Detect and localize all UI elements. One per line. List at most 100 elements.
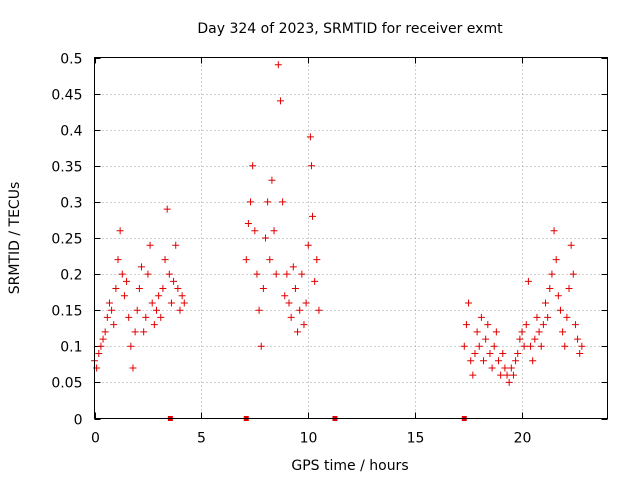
data-point: [257, 342, 265, 350]
data-point: [144, 270, 152, 278]
data-point: [291, 285, 299, 293]
y-tick-label: 0.35: [51, 160, 82, 176]
data-point: [531, 335, 539, 343]
data-point: [251, 227, 259, 235]
data-point: [501, 364, 509, 372]
data-point: [129, 364, 137, 372]
data-point: [120, 292, 128, 300]
data-point: [556, 306, 564, 314]
data-point: [266, 256, 274, 264]
data-point: [138, 263, 146, 271]
plot-frame: [94, 57, 608, 419]
y-tick-label: 0.05: [51, 376, 82, 392]
y-tick-label: 0.45: [51, 88, 82, 104]
data-point: [490, 342, 498, 350]
data-point: [507, 364, 515, 372]
data-point: [279, 198, 287, 206]
data-point: [140, 328, 148, 336]
x-tick-label: 20: [514, 431, 532, 447]
data-point: [114, 256, 122, 264]
data-point: [567, 241, 575, 249]
data-point: [544, 313, 552, 321]
data-point: [167, 299, 175, 307]
data-point: [289, 263, 297, 271]
data-point: [165, 270, 173, 278]
data-point: [559, 328, 567, 336]
data-point: [298, 270, 306, 278]
data-point: [159, 285, 167, 293]
data-point: [118, 270, 126, 278]
x-tick-label: 15: [407, 431, 425, 447]
data-points: [91, 61, 586, 386]
data-point: [272, 270, 280, 278]
data-point: [176, 306, 184, 314]
axis-ticks: [94, 57, 608, 420]
data-point: [244, 220, 252, 228]
data-point: [306, 133, 314, 141]
data-point: [304, 241, 312, 249]
data-point: [497, 371, 505, 379]
data-point: [302, 299, 310, 307]
data-point: [473, 328, 481, 336]
data-point: [110, 321, 118, 329]
data-point: [571, 321, 579, 329]
data-point: [546, 285, 554, 293]
y-tick-label: 0.2: [60, 268, 82, 284]
data-point: [542, 299, 550, 307]
data-point: [255, 306, 263, 314]
data-point: [283, 270, 291, 278]
data-point: [569, 270, 577, 278]
data-point: [488, 364, 496, 372]
data-point: [95, 350, 103, 358]
data-point: [103, 313, 111, 321]
y-tick-label: 0: [74, 413, 83, 429]
data-point: [467, 357, 475, 365]
data-point: [276, 97, 284, 105]
data-point: [131, 328, 139, 336]
data-point: [150, 321, 158, 329]
data-point: [561, 342, 569, 350]
data-point: [127, 342, 135, 350]
grid: [94, 57, 608, 419]
data-point: [180, 299, 188, 307]
x-axis-label: GPS time / hours: [291, 458, 408, 474]
data-point: [281, 292, 289, 300]
y-tick-label: 0.4: [60, 124, 82, 140]
data-point: [482, 335, 490, 343]
data-point: [465, 299, 473, 307]
data-point: [249, 162, 257, 170]
data-point: [550, 227, 558, 235]
y-tick-label: 0.5: [60, 52, 82, 68]
data-point: [554, 292, 562, 300]
data-point: [178, 292, 186, 300]
y-tick-label: 0.25: [51, 232, 82, 248]
data-point: [300, 321, 308, 329]
data-point: [247, 198, 255, 206]
data-point: [152, 306, 160, 314]
data-point: [253, 270, 261, 278]
data-point: [548, 270, 556, 278]
data-point: [574, 335, 582, 343]
data-point: [529, 357, 537, 365]
data-point: [578, 342, 586, 350]
y-axis-label: SRMTID / TECUs: [7, 182, 23, 295]
data-point: [307, 162, 315, 170]
data-point: [274, 61, 282, 69]
data-point: [522, 321, 530, 329]
data-point: [294, 328, 302, 336]
data-point: [287, 313, 295, 321]
data-point: [537, 342, 545, 350]
x-tick-labels: 0 5 10 15 20: [91, 431, 531, 447]
data-point: [520, 342, 528, 350]
data-point: [155, 292, 163, 300]
data-point: [268, 176, 276, 184]
data-point: [494, 357, 502, 365]
data-point: [148, 299, 156, 307]
data-point: [533, 313, 541, 321]
data-point: [315, 306, 323, 314]
data-point: [161, 256, 169, 264]
data-point: [565, 285, 573, 293]
data-point: [313, 256, 321, 264]
data-point: [518, 328, 526, 336]
data-point: [527, 342, 535, 350]
